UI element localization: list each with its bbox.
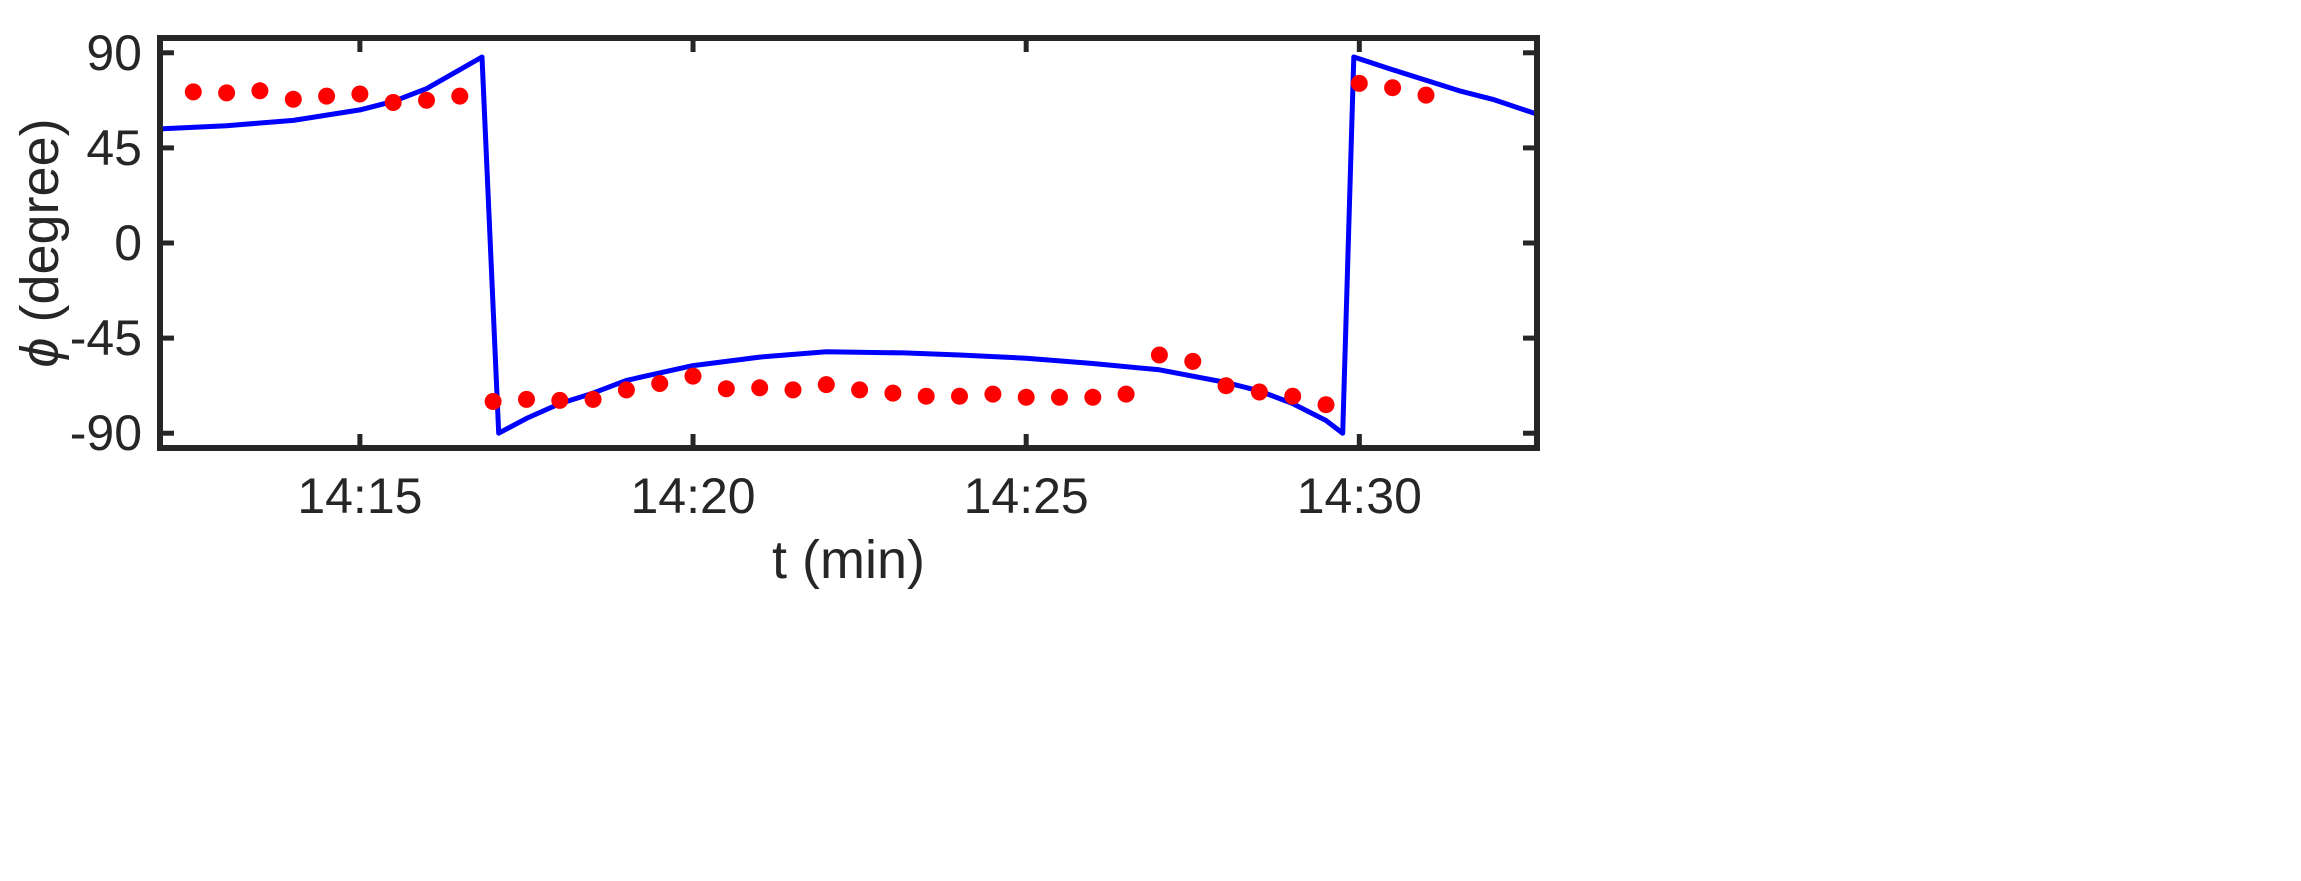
data-point xyxy=(384,94,402,111)
y-tick-label: -45 xyxy=(70,310,142,366)
y-axis-unit: (degree) xyxy=(10,118,70,337)
data-point xyxy=(1384,79,1402,97)
data-point xyxy=(817,376,835,394)
data-point xyxy=(851,381,869,399)
data-point xyxy=(984,385,1002,403)
axes-box xyxy=(157,35,1540,451)
data-point xyxy=(1150,346,1168,364)
series-layer xyxy=(160,54,1537,436)
data-point xyxy=(1184,352,1202,370)
data-point xyxy=(418,91,435,109)
data-point xyxy=(1017,388,1035,406)
data-point xyxy=(518,390,535,408)
data-point xyxy=(1284,387,1302,405)
data-point xyxy=(318,87,336,105)
data-point xyxy=(617,381,635,399)
data-point xyxy=(351,85,369,103)
y-tick-label: 45 xyxy=(86,120,142,176)
data-point xyxy=(484,393,502,410)
data-point xyxy=(1417,86,1435,104)
data-point xyxy=(551,391,569,409)
y-tick-label: -90 xyxy=(70,405,142,461)
y-tick-label: 90 xyxy=(86,25,142,81)
data-point xyxy=(651,375,669,392)
data-point xyxy=(1250,383,1268,401)
data-point xyxy=(218,84,236,102)
data-point xyxy=(1051,388,1068,406)
data-point xyxy=(784,381,802,399)
data-point xyxy=(917,387,935,405)
y-tick-label: 0 xyxy=(114,215,142,271)
data-point xyxy=(184,83,202,101)
x-tick-label: 14:15 xyxy=(297,468,422,524)
data-point xyxy=(1350,74,1368,92)
x-tick-label: 14:25 xyxy=(964,468,1089,524)
x-axis-label: t (min) xyxy=(772,530,925,590)
data-point xyxy=(1117,385,1135,403)
data-point xyxy=(284,90,302,108)
y-axis-symbol: ϕ xyxy=(10,338,70,368)
data-point xyxy=(717,380,735,398)
y-axis-label: ϕ (degree) xyxy=(10,118,70,367)
data-point xyxy=(951,387,968,405)
data-point xyxy=(684,367,702,385)
ticks-layer: 14:15 14:20 14:25 14:30 90 45 0 -45 -90 xyxy=(70,25,1537,524)
data-point xyxy=(451,87,469,105)
data-point xyxy=(251,82,269,100)
x-tick-label: 14:20 xyxy=(630,468,755,524)
data-point xyxy=(1084,388,1102,406)
data-point xyxy=(1317,396,1335,414)
data-point xyxy=(751,379,769,397)
x-tick-label: 14:30 xyxy=(1297,468,1422,524)
series-line xyxy=(160,54,1537,436)
data-point xyxy=(1217,377,1235,395)
data-point xyxy=(884,384,902,402)
data-point xyxy=(584,390,602,408)
